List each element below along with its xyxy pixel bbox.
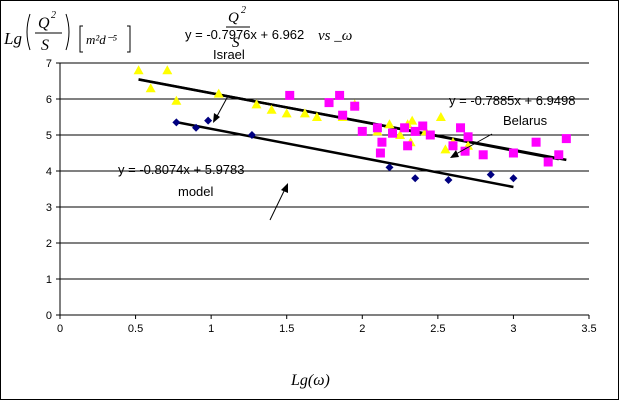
- arrow-model: [269, 188, 286, 221]
- point-belarus: [335, 90, 345, 100]
- arrow-israel: [215, 95, 229, 119]
- point-israel: [435, 112, 446, 121]
- point-israel: [395, 130, 406, 139]
- point-belarus: [410, 126, 420, 136]
- x-tick-label: 0.5: [128, 323, 143, 335]
- point-belarus: [478, 150, 488, 160]
- point-belarus: [324, 98, 334, 108]
- equation-belarus: y = -0.7885x + 6.9498: [449, 93, 575, 108]
- point-model: [444, 176, 453, 184]
- point-model: [192, 123, 201, 132]
- annotation-model: model: [178, 184, 214, 199]
- point-model: [385, 163, 394, 172]
- point-belarus: [448, 141, 458, 151]
- point-belarus: [338, 110, 348, 120]
- y-axis-label: Lg Q 2 S m²d⁻⁵: [3, 10, 131, 54]
- overlay-formula: Q 2 S vs _ω: [226, 5, 352, 51]
- point-belarus: [531, 137, 541, 147]
- point-belarus: [372, 123, 382, 133]
- data-points: [133, 65, 571, 184]
- tick-labels: 0 1 2 3 4 5 6 7 0 0.5 1 1.5 2 2.5 3 3.5: [46, 58, 597, 335]
- point-israel: [171, 95, 182, 105]
- point-belarus: [350, 101, 360, 111]
- point-belarus: [285, 90, 295, 100]
- y-label-denominator: S: [41, 37, 49, 54]
- y-tick-label: 1: [46, 274, 52, 286]
- overlay-suffix: vs _ω: [318, 28, 352, 44]
- point-belarus: [388, 128, 398, 138]
- point-belarus: [418, 121, 428, 131]
- point-model: [411, 174, 420, 183]
- y-tick-label: 4: [46, 166, 52, 178]
- point-israel: [133, 65, 144, 75]
- point-belarus: [554, 150, 564, 160]
- point-belarus: [377, 137, 387, 147]
- point-israel: [145, 83, 156, 93]
- equation-israel: y = -0.7976x + 6.962: [185, 27, 304, 42]
- point-model: [509, 174, 518, 183]
- y-tick-label: 0: [46, 310, 52, 322]
- point-israel: [311, 112, 322, 121]
- x-axis-label: Lg(ω): [290, 372, 330, 389]
- point-belarus: [508, 148, 518, 158]
- arrow-belarus: [455, 133, 493, 155]
- x-tick-label: 0: [57, 323, 63, 335]
- y-tick-label: 7: [46, 58, 52, 70]
- y-tick-label: 5: [46, 130, 52, 142]
- x-tick-label: 1: [208, 323, 214, 335]
- trendline-belarus: [138, 78, 567, 162]
- point-belarus: [400, 123, 410, 133]
- point-belarus: [460, 146, 470, 156]
- x-tick-label: 3.5: [581, 323, 596, 335]
- point-israel: [251, 99, 262, 109]
- x-tick-label: 2: [359, 323, 365, 335]
- y-tick-label: 2: [46, 238, 52, 250]
- y-tick-label: 3: [46, 202, 52, 214]
- y-label-numerator: Q: [38, 15, 50, 32]
- point-israel: [384, 119, 395, 129]
- y-label-units: m²d⁻⁵: [86, 32, 118, 47]
- point-israel: [213, 88, 224, 98]
- trendlines: [138, 78, 567, 189]
- trendline-model: [176, 120, 514, 189]
- point-model: [204, 116, 213, 125]
- overlay-numerator-exp: 2: [241, 5, 246, 16]
- point-belarus: [375, 148, 385, 158]
- annotation-belarus: Belarus: [503, 113, 548, 128]
- x-tick-label: 3: [510, 323, 516, 335]
- overlay-numerator: Q: [228, 10, 239, 26]
- grid-lines: [60, 62, 589, 280]
- point-belarus: [403, 141, 413, 151]
- point-israel: [162, 65, 173, 75]
- x-tick-label: 2.5: [430, 323, 445, 335]
- point-belarus: [463, 132, 473, 142]
- y-label-numerator-exp: 2: [51, 10, 56, 21]
- y-label-lg: Lg: [3, 29, 22, 48]
- point-model: [247, 131, 256, 139]
- annotation-israel: Israel: [213, 47, 245, 62]
- y-tick-label: 6: [46, 94, 52, 106]
- point-belarus: [456, 123, 466, 133]
- point-israel: [281, 108, 292, 118]
- point-israel: [266, 104, 277, 114]
- point-belarus: [543, 157, 553, 167]
- equation-model: y = -0.8074x + 5.9783: [118, 162, 244, 177]
- axes: [56, 62, 590, 319]
- overlay-denominator: S: [232, 35, 240, 51]
- point-belarus: [357, 126, 367, 136]
- point-israel: [407, 115, 418, 125]
- point-model: [486, 170, 495, 179]
- point-model: [172, 118, 181, 127]
- point-belarus: [561, 134, 571, 144]
- point-israel: [299, 108, 310, 118]
- point-belarus: [425, 130, 435, 140]
- callout-arrows: [213, 95, 493, 221]
- x-tick-label: 1.5: [279, 323, 294, 335]
- point-israel: [440, 144, 451, 154]
